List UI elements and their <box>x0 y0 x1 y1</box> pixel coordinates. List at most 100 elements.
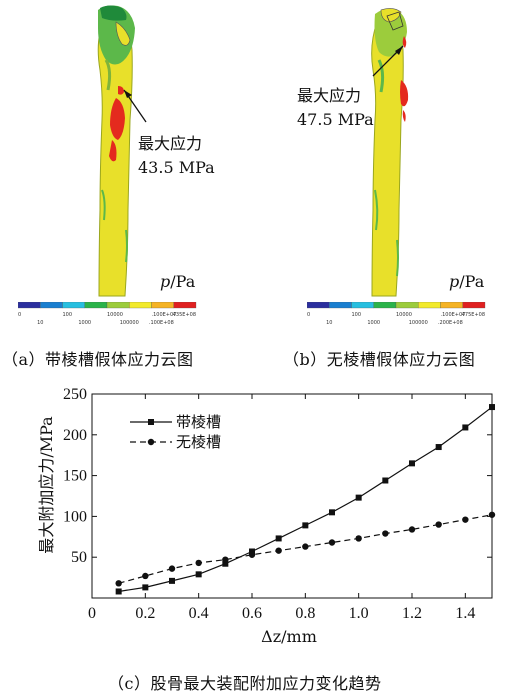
colorbar-swatch <box>418 302 441 309</box>
data-point-square <box>222 560 229 567</box>
colorbar-swatch <box>462 302 486 309</box>
colorbar-tick-label: 100000 <box>120 320 139 326</box>
series-line-1 <box>118 406 493 593</box>
colorbar-tick-label: 0 <box>307 312 310 318</box>
data-point-circle <box>302 543 309 550</box>
data-point-circle <box>115 580 122 587</box>
data-point-circle <box>328 539 336 546</box>
colorbar-tick-label: 1000 <box>78 320 91 326</box>
caption-a: （a）带棱槽假体应力云图 <box>2 350 194 369</box>
data-point-circle <box>462 516 469 523</box>
y-axis-label: 最大附加应力/MPa <box>37 416 56 554</box>
colorbar-tick-label: 100 <box>352 312 362 318</box>
x-tick-label: 1.4 <box>455 605 475 622</box>
panel-a: 最大应力 43.5 MPa p/Pa 0 100 10000 .100E+07.435… <box>0 0 260 340</box>
colorbar-swatch <box>129 302 152 309</box>
unit-label-a: p/Pa <box>160 272 195 291</box>
colorbar-swatch <box>18 302 41 309</box>
data-point-square <box>462 424 469 431</box>
data-point-square <box>115 588 122 595</box>
colorbar-swatch <box>62 302 85 309</box>
colorbar-swatch <box>106 302 130 309</box>
colorbar-swatch <box>84 302 108 309</box>
x-tick-label: 1.2 <box>402 605 422 622</box>
colorbar-tick-label: 10 <box>37 320 43 326</box>
data-point-square <box>435 444 442 451</box>
x-axis-label: Δz/mm <box>261 627 317 646</box>
max-stress-value-a: 43.5 MPa <box>138 158 215 177</box>
max-stress-value-b: 47.5 MPa <box>297 110 374 129</box>
colorbar-tick-label: 100 <box>63 312 73 318</box>
plot-frame <box>91 393 493 599</box>
colorbar-tick-label: .100E+08 <box>149 320 174 326</box>
unit-variable-b: p <box>449 272 460 291</box>
colorbar-swatch <box>40 302 63 309</box>
data-point-circle <box>382 530 389 537</box>
max-stress-title-a: 最大应力 <box>138 134 203 153</box>
data-point-circle <box>488 511 496 518</box>
max-stress-title-b: 最大应力 <box>297 86 362 105</box>
x-tick-label: 0.4 <box>189 605 209 622</box>
x-tick-label: 1.0 <box>349 605 369 622</box>
colorbar-swatch <box>151 302 174 309</box>
max-stress-label-a: 最大应力 43.5 MPa <box>138 132 215 180</box>
data-point-square <box>249 548 255 555</box>
colorbar-labels-bottom-b: 10 1000 100000 .200E+08 <box>326 320 463 326</box>
data-point-square <box>195 571 202 578</box>
data-point-square <box>382 477 389 484</box>
legend-label: 无棱槽 <box>176 433 221 451</box>
colorbar-swatches-a <box>18 302 197 309</box>
colorbar-tick-label: .200E+08 <box>438 320 463 326</box>
x-tick-label: 0.2 <box>135 605 155 622</box>
panel-b: 最大应力 47.5 MPa p/Pa 0 100 10000 .100E+07.475… <box>263 0 523 340</box>
x-tick-label: 0 <box>88 605 96 622</box>
colorbar-labels-top-b: 0 100 10000 .100E+07.475E+08 <box>307 312 485 318</box>
plot-axes <box>91 393 493 599</box>
unit-rest-b: /Pa <box>459 272 485 291</box>
colorbar-swatches-b <box>307 302 486 309</box>
caption-b: （b）无棱槽假体应力云图 <box>283 350 476 369</box>
colorbar-swatch <box>440 302 463 309</box>
colorbar-swatch <box>329 302 352 309</box>
series-lines <box>115 404 496 595</box>
data-point-square <box>329 509 335 516</box>
legend-marker <box>147 438 155 446</box>
y-tick-label: 100 <box>63 508 87 525</box>
colorbar-labels-top-a: 0 100 10000 .100E+07.435E+08 <box>18 312 196 318</box>
data-point-circle <box>195 559 202 567</box>
colorbar-tick-label: .100E+07 <box>441 312 466 318</box>
unit-label-b: p/Pa <box>449 272 484 291</box>
colorbar-tick-label: 0 <box>18 312 21 318</box>
colorbar-tick-label: 10000 <box>396 312 412 318</box>
colorbar-a: 0 100 10000 .100E+07.435E+08 10 1000 100000 .1… <box>18 302 197 326</box>
data-point-square <box>275 535 282 542</box>
max-stress-label-b: 最大应力 47.5 MPa <box>297 84 374 132</box>
unit-rest-a: /Pa <box>170 272 196 291</box>
colorbar-tick-label: 1000 <box>367 320 380 326</box>
data-point-square <box>355 494 362 501</box>
colorbar-tick-label: .435E+08 <box>171 312 196 318</box>
data-point-square <box>409 460 415 467</box>
data-point-circle <box>142 572 149 580</box>
colorbar-tick-label: .100E+07 <box>152 312 177 318</box>
stress-contour-image-a <box>97 5 147 297</box>
colorbar-swatch <box>307 302 330 309</box>
stress-trend-chart: 0 0.2 0.4 0.6 0.8 1.0 1.2 1.4 50 100 150 200 250 带棱… <box>37 386 496 646</box>
colorbar-tick-label: .475E+08 <box>460 312 485 318</box>
data-point-square <box>142 584 149 591</box>
data-point-square <box>489 404 495 411</box>
legend-marker <box>148 419 154 425</box>
caption-c: （c）股骨最大装配附加应力变化趋势 <box>108 674 382 693</box>
x-tick-label: 0.8 <box>295 605 315 622</box>
colorbar-swatch <box>373 302 397 309</box>
y-tick-label: 200 <box>63 427 87 444</box>
data-point-circle <box>408 526 416 533</box>
colorbar-labels-bottom-a: 10 1000 100000 .100E+08 <box>37 320 174 326</box>
data-point-square <box>302 522 309 529</box>
y-tick-label: 50 <box>71 549 87 566</box>
data-point-circle <box>248 551 256 558</box>
data-point-square <box>169 577 175 584</box>
unit-variable-a: p <box>160 272 171 291</box>
colorbar-tick-label: 100000 <box>409 320 428 326</box>
colorbar-swatch <box>395 302 419 309</box>
